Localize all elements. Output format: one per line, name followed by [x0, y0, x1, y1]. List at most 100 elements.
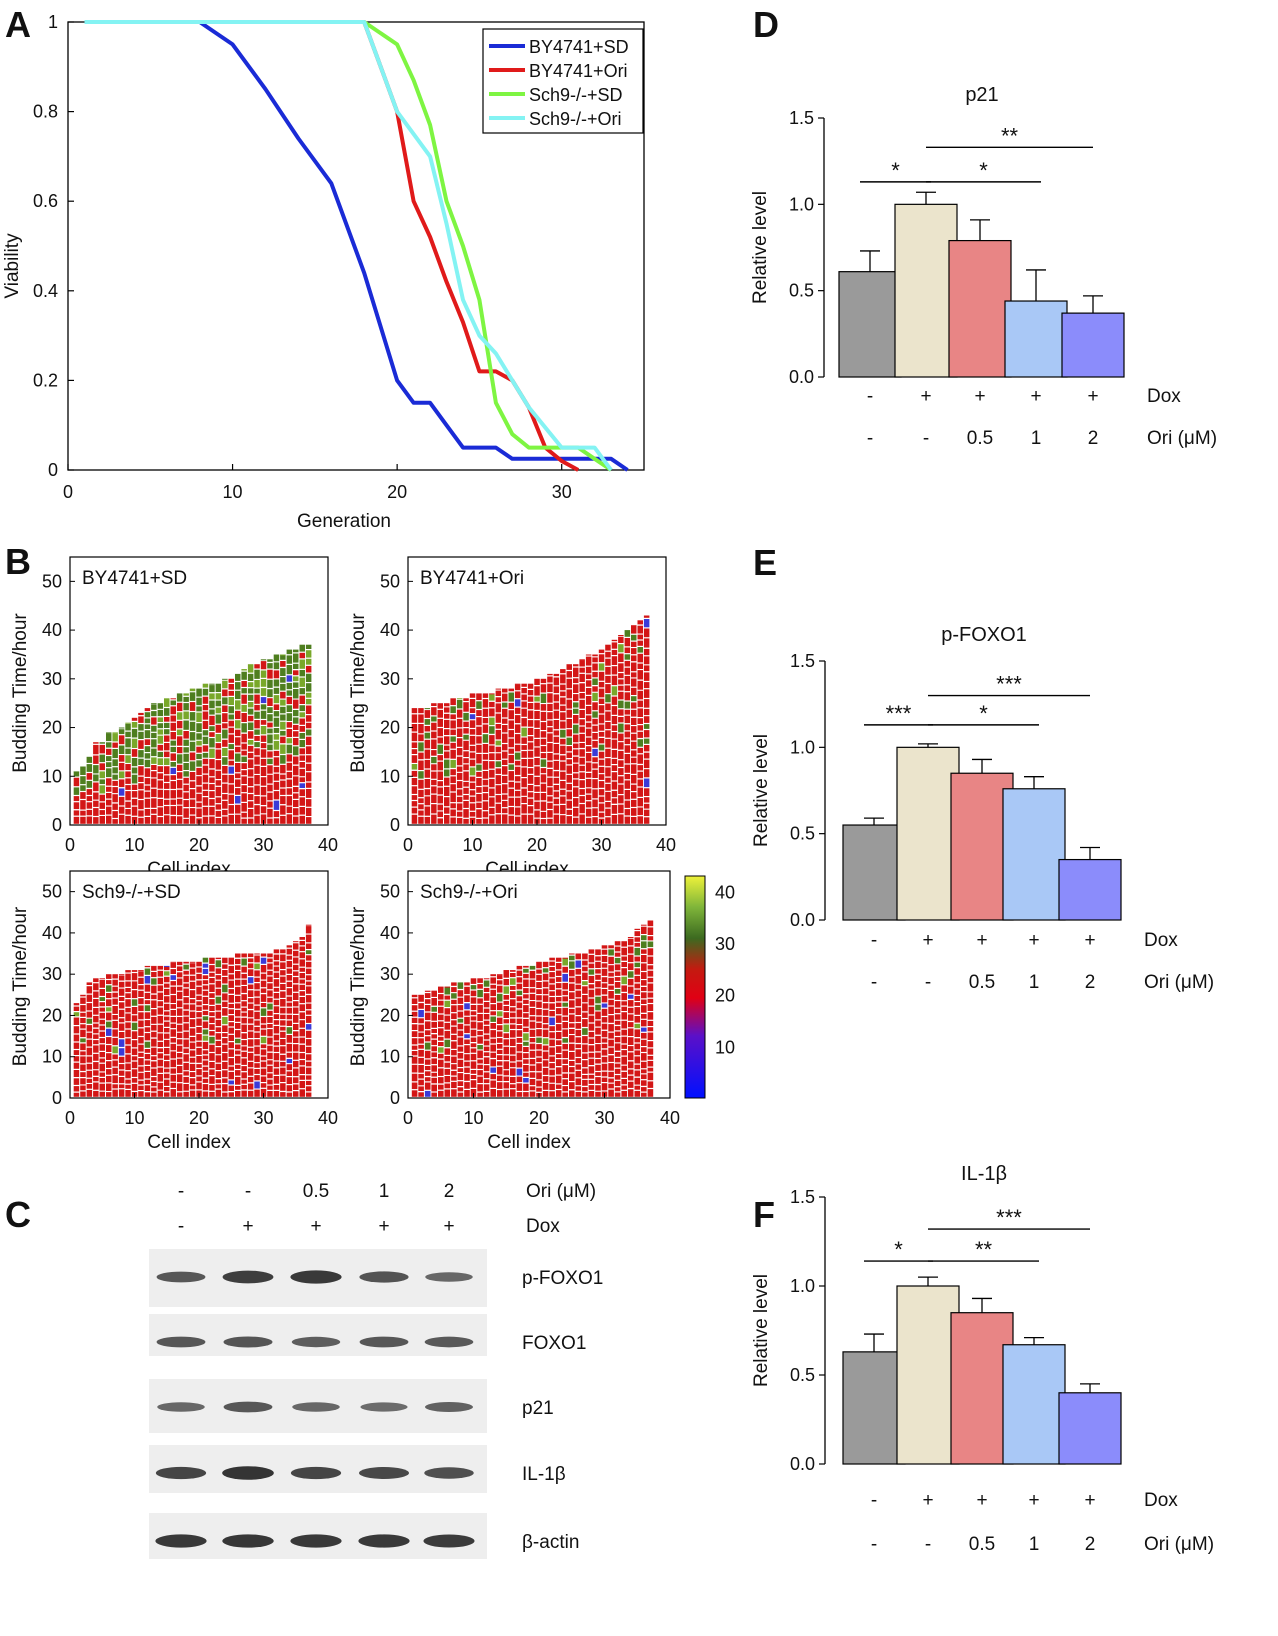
bud-segment — [627, 971, 634, 978]
bud-segment — [215, 1011, 222, 1019]
bud-segment — [516, 1002, 523, 1009]
bud-segment — [151, 704, 157, 710]
bud-segment — [80, 1056, 86, 1064]
bud-segment — [235, 796, 241, 804]
bud-segment — [228, 714, 234, 720]
bud-segment — [529, 1091, 536, 1097]
bud-segment — [573, 724, 579, 734]
bud-segment — [614, 995, 621, 1000]
bud-segment — [93, 782, 99, 792]
bud-segment — [118, 745, 125, 754]
bud-segment — [254, 970, 260, 977]
bud-segment — [93, 1028, 99, 1034]
bud-segment — [424, 1042, 431, 1050]
bud-segment — [138, 712, 144, 716]
bud-segment — [621, 941, 627, 943]
bud-segment — [560, 674, 566, 684]
bud-segment — [523, 1033, 529, 1041]
bud-segment — [144, 968, 151, 975]
bud-segment — [138, 985, 144, 990]
bud-segment — [189, 1057, 196, 1063]
bud-segment — [579, 796, 585, 803]
x-tick-label: 30 — [594, 1108, 614, 1128]
bud-segment — [293, 808, 299, 816]
bud-segment — [529, 965, 536, 970]
bud-segment — [209, 999, 215, 1005]
bud-segment — [575, 1029, 582, 1037]
bud-segment — [523, 1078, 529, 1083]
bud-segment — [125, 801, 131, 808]
bud-segment — [131, 1031, 138, 1039]
bud-segment — [549, 972, 555, 978]
bud-segment — [634, 947, 641, 956]
bud-segment — [482, 811, 489, 818]
bud-segment — [267, 1085, 273, 1090]
bud-segment — [595, 974, 601, 980]
bud-segment — [523, 1041, 529, 1046]
bud-segment — [164, 1061, 170, 1068]
bud-segment — [476, 787, 482, 793]
bud-segment — [80, 1043, 86, 1051]
bud-segment — [562, 1079, 568, 1085]
bud-segment — [496, 985, 503, 993]
bud-segment — [189, 712, 196, 721]
bud-segment — [450, 706, 456, 714]
bud-segment — [183, 763, 189, 770]
blot-band — [157, 1402, 205, 1412]
bud-segment — [450, 749, 456, 759]
bud-segment — [536, 1057, 542, 1063]
bud-segment — [573, 763, 579, 773]
bud-segment — [299, 670, 305, 677]
bud-segment — [254, 1089, 260, 1097]
bud-segment — [627, 1052, 634, 1061]
bud-segment — [641, 1053, 647, 1061]
bud-segment — [637, 680, 643, 690]
bud-segment — [73, 771, 80, 773]
bud-segment — [605, 694, 611, 703]
bud-segment — [598, 766, 605, 774]
bud-segment — [286, 713, 293, 721]
bud-segment — [164, 758, 170, 765]
bud-segment — [280, 1046, 286, 1054]
bud-segment — [273, 1020, 280, 1025]
bud-segment — [106, 733, 112, 742]
bud-segment — [170, 732, 176, 740]
bud-segment — [490, 1044, 496, 1052]
bud-segment — [189, 963, 196, 968]
bud-segment — [431, 1077, 437, 1084]
bud-segment — [299, 733, 305, 739]
bud-segment — [273, 750, 280, 757]
bud-segment — [202, 1021, 209, 1029]
bud-segment — [514, 816, 521, 824]
bud-segment — [444, 1022, 451, 1030]
bud-segment — [579, 719, 585, 726]
bud-segment — [305, 755, 312, 763]
bud-segment — [469, 782, 476, 790]
bud-segment — [621, 976, 627, 985]
bud-segment — [189, 808, 196, 815]
bud-segment — [489, 778, 495, 788]
bud-segment — [437, 718, 443, 727]
bud-segment — [534, 793, 540, 801]
bud-segment — [202, 736, 209, 745]
bud-segment — [482, 801, 489, 811]
bud-segment — [477, 1030, 483, 1036]
bud-segment — [555, 970, 562, 976]
bud-segment — [489, 717, 495, 726]
bud-segment — [431, 1012, 437, 1021]
bud-segment — [170, 799, 176, 805]
bud-segment — [566, 689, 572, 699]
bud-segment — [235, 1064, 241, 1069]
bud-segment — [196, 688, 202, 697]
bud-segment — [560, 781, 566, 789]
bud-segment — [490, 1030, 496, 1038]
bud-segment — [521, 694, 527, 701]
bud-segment — [573, 684, 579, 693]
bud-segment — [516, 1068, 523, 1076]
bud-segment — [463, 764, 469, 771]
bud-segment — [451, 1050, 457, 1056]
bud-segment — [598, 698, 605, 704]
bud-segment — [508, 730, 514, 738]
bud-segment — [641, 1027, 647, 1032]
bud-segment — [131, 767, 138, 774]
